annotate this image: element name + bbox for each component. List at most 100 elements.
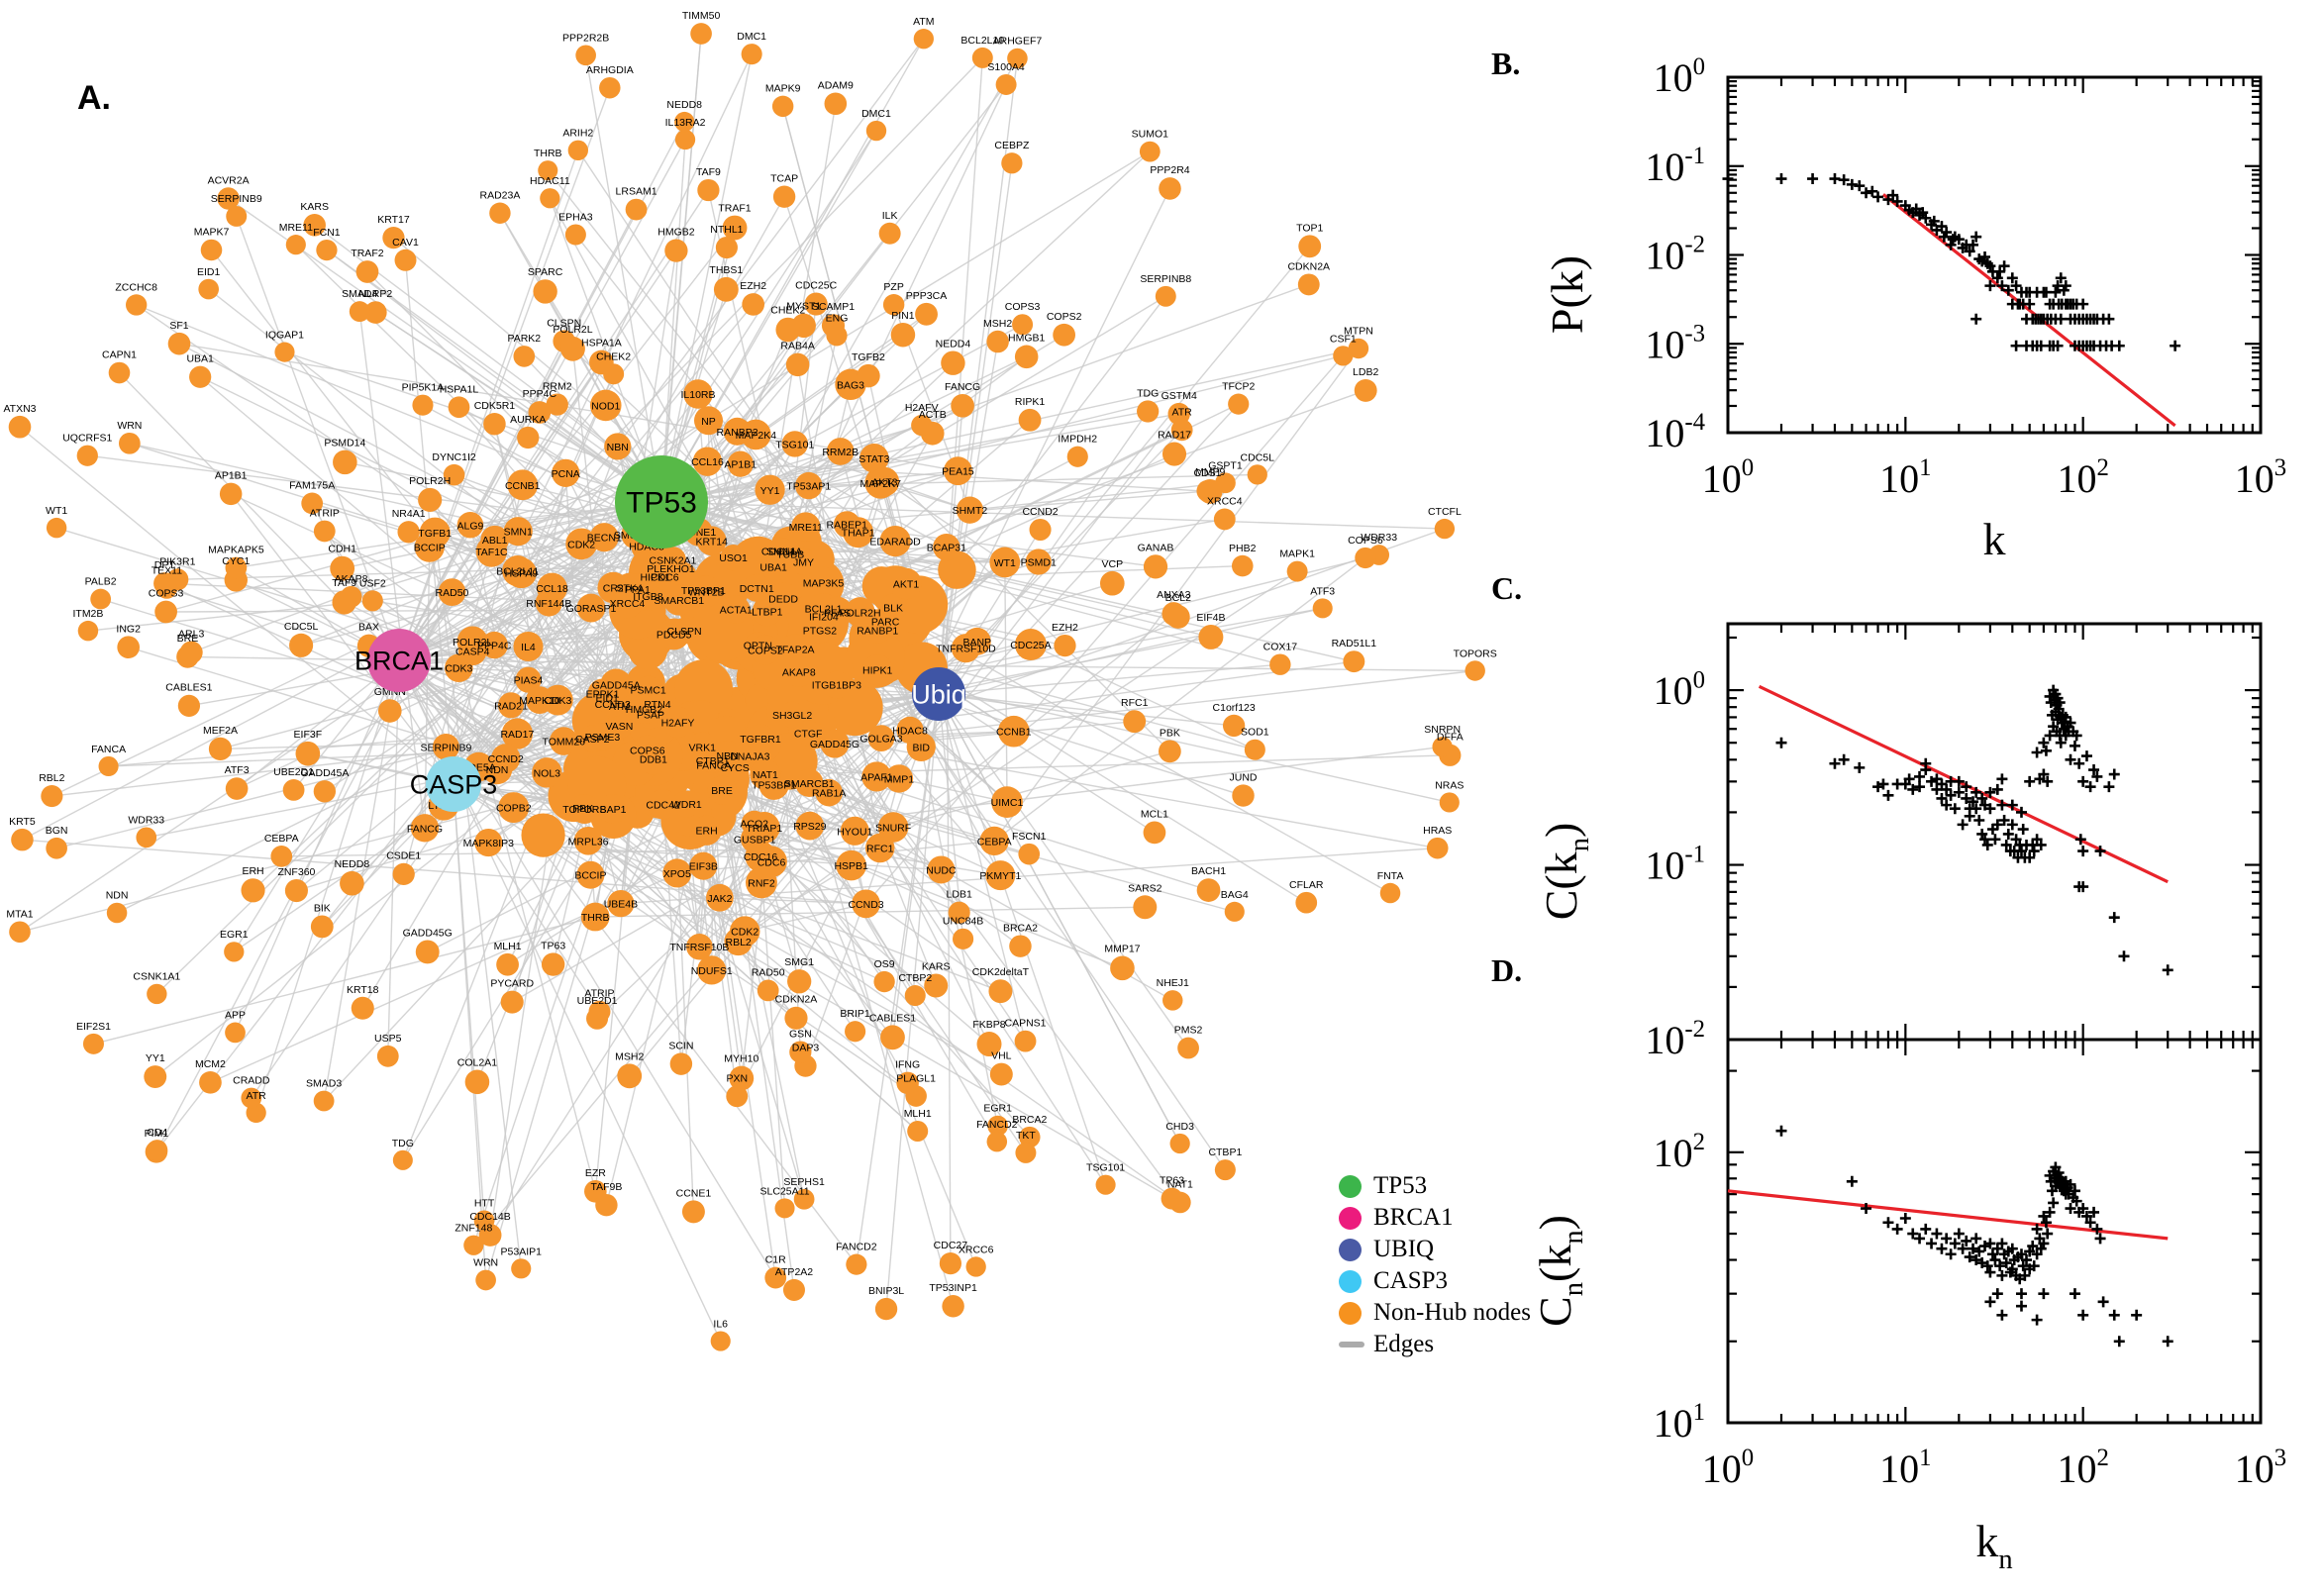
network-node[interactable] xyxy=(295,741,321,766)
network-node[interactable] xyxy=(136,827,157,848)
network-node[interactable] xyxy=(661,706,694,739)
network-node[interactable] xyxy=(781,431,808,457)
network-node[interactable] xyxy=(1312,598,1333,619)
network-node[interactable] xyxy=(857,363,880,388)
network-node[interactable] xyxy=(846,1253,867,1275)
network-node[interactable] xyxy=(1222,714,1246,738)
network-node[interactable] xyxy=(1434,518,1456,540)
network-node[interactable] xyxy=(927,855,956,884)
network-node[interactable] xyxy=(1167,402,1190,426)
network-node[interactable] xyxy=(989,1062,1013,1086)
network-node[interactable] xyxy=(147,1140,168,1161)
network-node[interactable] xyxy=(1162,990,1183,1011)
network-node[interactable] xyxy=(11,828,34,851)
network-node[interactable] xyxy=(355,260,379,283)
network-node[interactable] xyxy=(1014,629,1047,660)
network-node[interactable] xyxy=(473,1210,495,1232)
network-node[interactable] xyxy=(41,785,63,808)
network-node[interactable] xyxy=(662,858,692,888)
network-node[interactable] xyxy=(483,412,506,436)
network-node[interactable] xyxy=(517,426,540,449)
network-node[interactable] xyxy=(979,826,1009,856)
network-node[interactable] xyxy=(282,779,305,801)
network-node[interactable] xyxy=(1228,393,1250,415)
network-node[interactable] xyxy=(826,438,855,465)
network-node[interactable] xyxy=(741,810,767,837)
network-node[interactable] xyxy=(241,878,265,903)
network-node[interactable] xyxy=(985,860,1016,891)
network-node[interactable] xyxy=(1014,345,1039,369)
network-node[interactable] xyxy=(1014,1030,1037,1052)
network-node[interactable] xyxy=(225,556,248,579)
network-node[interactable] xyxy=(794,768,824,798)
network-node[interactable] xyxy=(1169,1133,1190,1154)
network-node[interactable] xyxy=(285,235,306,255)
network-node[interactable] xyxy=(412,394,434,416)
network-node[interactable] xyxy=(90,588,112,610)
network-node[interactable] xyxy=(198,278,220,300)
network-node[interactable] xyxy=(456,511,484,539)
network-node[interactable] xyxy=(826,325,848,347)
network-node[interactable] xyxy=(1232,784,1255,807)
network-node[interactable] xyxy=(662,584,695,616)
network-node[interactable] xyxy=(1298,235,1322,258)
network-node[interactable] xyxy=(533,279,557,304)
network-node[interactable] xyxy=(540,188,560,209)
network-node[interactable] xyxy=(948,901,970,924)
network-node[interactable] xyxy=(464,1069,490,1095)
network-node[interactable] xyxy=(284,878,308,903)
network-node[interactable] xyxy=(332,590,356,615)
network-node[interactable] xyxy=(1025,549,1052,575)
network-node[interactable] xyxy=(804,292,828,316)
network-node[interactable] xyxy=(840,816,869,846)
network-node[interactable] xyxy=(569,794,600,825)
network-node[interactable] xyxy=(177,694,201,717)
network-node[interactable] xyxy=(155,577,178,599)
network-node[interactable] xyxy=(528,401,552,424)
network-node[interactable] xyxy=(108,361,131,384)
network-node[interactable] xyxy=(376,1045,399,1067)
network-node[interactable] xyxy=(489,202,511,224)
network-node[interactable] xyxy=(991,786,1023,818)
network-node[interactable] xyxy=(1214,1159,1236,1181)
network-node[interactable] xyxy=(481,753,513,785)
network-node[interactable] xyxy=(697,178,720,202)
network-node[interactable] xyxy=(729,1065,755,1091)
network-node[interactable] xyxy=(1432,737,1453,757)
network-node[interactable] xyxy=(727,450,754,477)
network-node[interactable] xyxy=(824,92,848,116)
network-node[interactable] xyxy=(1139,141,1161,162)
network-node[interactable] xyxy=(189,365,212,388)
network-node[interactable] xyxy=(604,433,632,460)
network-node[interactable] xyxy=(722,595,751,624)
network-node[interactable] xyxy=(565,528,598,560)
network-node[interactable] xyxy=(686,933,713,960)
network-node[interactable] xyxy=(741,44,762,65)
network-node[interactable] xyxy=(879,525,911,557)
network-node[interactable] xyxy=(878,222,901,245)
network-node[interactable] xyxy=(774,1198,795,1219)
network-node[interactable] xyxy=(1333,346,1354,366)
network-node[interactable] xyxy=(599,76,621,99)
network-node[interactable] xyxy=(681,1200,705,1224)
network-node[interactable] xyxy=(313,520,336,543)
network-node[interactable] xyxy=(861,761,892,792)
network-node[interactable] xyxy=(896,1071,919,1095)
network-node[interactable] xyxy=(535,589,562,617)
network-node[interactable] xyxy=(869,466,900,497)
network-node[interactable] xyxy=(877,812,909,843)
network-node[interactable] xyxy=(787,969,812,994)
network-node[interactable] xyxy=(1001,152,1023,174)
network-node[interactable] xyxy=(690,23,712,45)
network-node[interactable] xyxy=(1348,338,1369,359)
network-node[interactable] xyxy=(742,293,765,316)
network-node[interactable] xyxy=(351,996,374,1020)
network-node[interactable] xyxy=(689,851,718,880)
network-node[interactable] xyxy=(757,979,779,1002)
network-node[interactable] xyxy=(755,474,785,505)
network-node[interactable] xyxy=(1095,1174,1116,1195)
network-node[interactable] xyxy=(154,600,177,624)
network-node[interactable] xyxy=(638,743,669,775)
network-node[interactable] xyxy=(772,185,796,208)
network-node[interactable] xyxy=(941,350,965,375)
